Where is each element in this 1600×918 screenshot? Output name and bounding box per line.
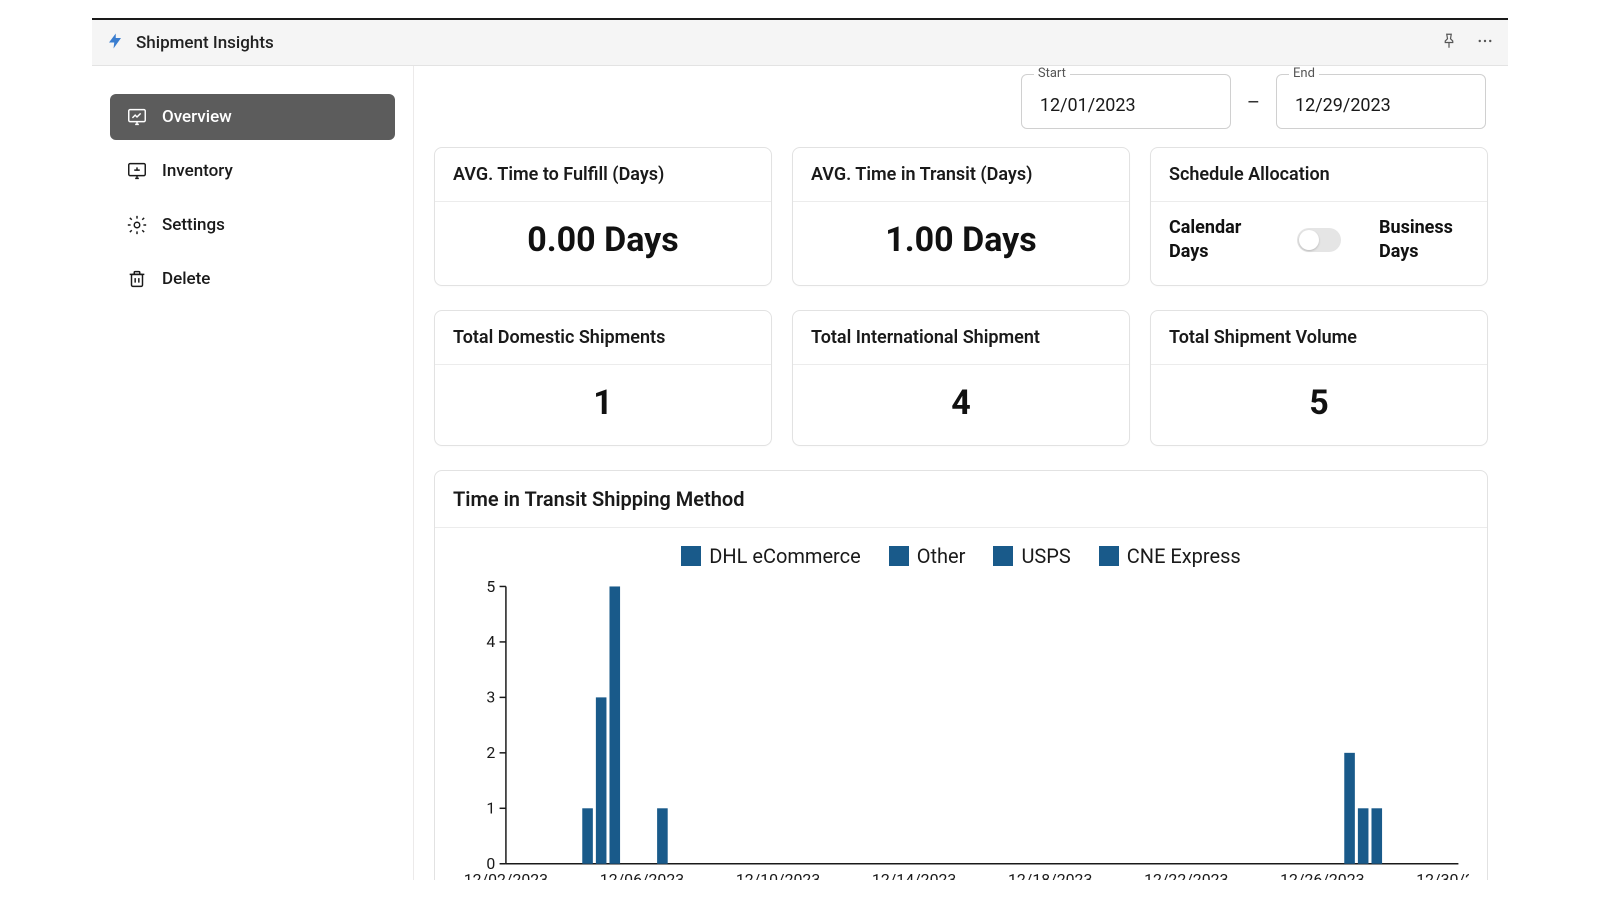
sidebar-item-label: Delete [162, 269, 210, 289]
svg-text:1: 1 [486, 798, 495, 817]
svg-text:12/26/2023: 12/26/2023 [1280, 870, 1364, 880]
sidebar-item-label: Inventory [162, 161, 233, 181]
card-schedule-allocation: Schedule Allocation Calendar Days Busine… [1150, 147, 1488, 286]
start-date-label: Start [1034, 66, 1070, 81]
card-title: Total Shipment Volume [1151, 311, 1487, 365]
svg-text:2: 2 [486, 743, 495, 762]
start-date-input[interactable]: Start 12/01/2023 [1021, 74, 1231, 129]
card-value: 1.00 Days [885, 220, 1036, 260]
more-icon[interactable] [1476, 32, 1494, 54]
card-title: Total Domestic Shipments [435, 311, 771, 365]
legend-item[interactable]: CNE Express [1099, 544, 1241, 568]
topbar: Shipment Insights [92, 20, 1508, 66]
end-date-label: End [1289, 66, 1319, 81]
chart-card: Time in Transit Shipping Method DHL eCom… [434, 470, 1488, 880]
card-title: Schedule Allocation [1151, 148, 1487, 202]
chart-plot: 01234512/02/202312/06/202312/10/202312/1… [453, 578, 1469, 880]
legend-label: DHL eCommerce [709, 544, 861, 568]
legend-label: CNE Express [1127, 544, 1241, 568]
chart-legend: DHL eCommerce Other USPS CNE Express [453, 544, 1469, 568]
schedule-toggle[interactable] [1297, 228, 1341, 252]
svg-text:12/02/2023: 12/02/2023 [464, 870, 548, 880]
sidebar-item-delete[interactable]: Delete [110, 256, 395, 302]
card-avg-transit: AVG. Time in Transit (Days) 1.00 Days [792, 147, 1130, 286]
card-value: 5 [1309, 383, 1329, 423]
sidebar-item-settings[interactable]: Settings [110, 202, 395, 248]
app-logo-icon [106, 32, 124, 54]
overview-icon [126, 106, 148, 128]
card-value: 1 [593, 383, 613, 423]
svg-text:12/18/2023: 12/18/2023 [1008, 870, 1092, 880]
trash-icon [126, 268, 148, 290]
svg-text:3: 3 [486, 687, 495, 706]
sidebar-item-overview[interactable]: Overview [110, 94, 395, 140]
card-title: AVG. Time in Transit (Days) [793, 148, 1129, 202]
card-value: 4 [951, 383, 971, 423]
sidebar-item-inventory[interactable]: Inventory [110, 148, 395, 194]
toggle-left-label: Calendar Days [1169, 216, 1259, 265]
svg-text:12/30/2023: 12/30/2023 [1416, 870, 1469, 880]
legend-swatch [681, 546, 701, 566]
svg-text:12/06/2023: 12/06/2023 [600, 870, 684, 880]
legend-swatch [1099, 546, 1119, 566]
end-date-value: 12/29/2023 [1295, 95, 1391, 116]
sidebar: Overview Inventory Settings [92, 66, 414, 880]
gear-icon [126, 214, 148, 236]
inventory-icon [126, 160, 148, 182]
legend-item[interactable]: DHL eCommerce [681, 544, 861, 568]
legend-item[interactable]: Other [889, 544, 966, 568]
sidebar-item-label: Settings [162, 215, 225, 235]
card-avg-fulfill: AVG. Time to Fulfill (Days) 0.00 Days [434, 147, 772, 286]
pin-icon[interactable] [1440, 32, 1458, 54]
chart-title: Time in Transit Shipping Method [435, 471, 1487, 528]
start-date-value: 12/01/2023 [1040, 95, 1136, 116]
svg-text:12/14/2023: 12/14/2023 [872, 870, 956, 880]
card-domestic: Total Domestic Shipments 1 [434, 310, 772, 446]
svg-text:12/10/2023: 12/10/2023 [736, 870, 820, 880]
app-title: Shipment Insights [136, 33, 274, 53]
legend-label: USPS [1021, 544, 1070, 568]
svg-text:4: 4 [486, 632, 495, 651]
card-title: Total International Shipment [793, 311, 1129, 365]
end-date-input[interactable]: End 12/29/2023 [1276, 74, 1486, 129]
main-content: Start 12/01/2023 – End 12/29/2023 AVG. T… [414, 66, 1508, 880]
legend-item[interactable]: USPS [993, 544, 1070, 568]
date-dash: – [1247, 90, 1260, 114]
legend-swatch [889, 546, 909, 566]
card-value: 0.00 Days [527, 220, 678, 260]
sidebar-item-label: Overview [162, 107, 232, 127]
card-international: Total International Shipment 4 [792, 310, 1130, 446]
svg-text:5: 5 [486, 578, 495, 596]
date-range: Start 12/01/2023 – End 12/29/2023 [434, 70, 1488, 147]
card-title: AVG. Time to Fulfill (Days) [435, 148, 771, 202]
toggle-right-label: Business Days [1379, 216, 1469, 265]
legend-swatch [993, 546, 1013, 566]
card-volume: Total Shipment Volume 5 [1150, 310, 1488, 446]
svg-text:12/22/2023: 12/22/2023 [1144, 870, 1228, 880]
legend-label: Other [917, 544, 966, 568]
